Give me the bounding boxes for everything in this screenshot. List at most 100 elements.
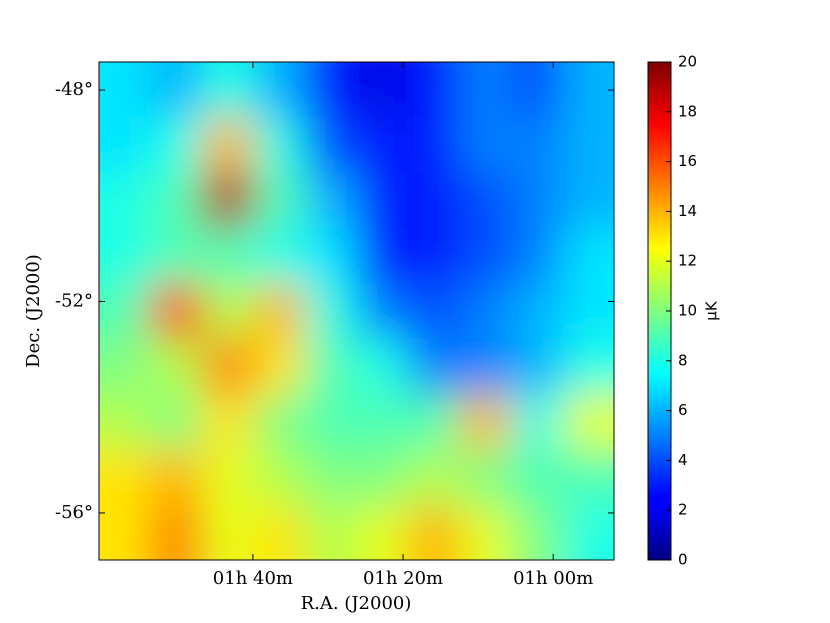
heatmap-cell [99, 172, 152, 229]
heatmap-cell [562, 504, 614, 560]
heatmap-cell [459, 338, 512, 395]
heatmap-cell [408, 62, 461, 119]
heatmap-cell [459, 449, 512, 506]
heatmap-cell [305, 172, 358, 229]
heatmap-cell [150, 449, 203, 506]
x-tick-label: 01h 20m [363, 568, 443, 589]
heatmap-cell [253, 117, 306, 174]
heatmap-cell [253, 504, 306, 560]
heatmap-cell [356, 504, 409, 560]
heatmap-cell [562, 117, 614, 174]
colorbar-tick-label: 2 [678, 501, 688, 519]
heatmap-cell [459, 172, 512, 229]
heatmap-cell [253, 172, 306, 229]
heatmap-cell [99, 283, 152, 340]
heatmap-cell [562, 172, 614, 229]
heatmap-cell [408, 117, 461, 174]
heatmap-cell [511, 504, 564, 560]
colorbar-tick-label: 10 [678, 302, 697, 320]
y-axis-label: Dec. (J2000) [23, 254, 44, 368]
heatmap-cell [150, 394, 203, 451]
heatmap-cell [253, 394, 306, 451]
heatmap-cell [356, 338, 409, 395]
colorbar-label: μK [703, 300, 721, 321]
heatmap-cell [459, 62, 512, 119]
heatmap-cell [150, 283, 203, 340]
heatmap-cell [459, 394, 512, 451]
y-tick-label: -52° [55, 290, 93, 311]
heatmap-cell [150, 172, 203, 229]
heatmap-cell [511, 449, 564, 506]
heatmap-cell [99, 394, 152, 451]
heatmap-cell [253, 449, 306, 506]
heatmap-cell [150, 504, 203, 560]
heatmap-cell [305, 338, 358, 395]
x-tick-label: 01h 40m [213, 568, 293, 589]
heatmap-cell [202, 394, 255, 451]
y-tick-label: -48° [55, 79, 93, 100]
heatmap-cell [562, 228, 614, 285]
heatmap-cell [253, 228, 306, 285]
heatmap-cell [253, 283, 306, 340]
heatmap-cell [356, 394, 409, 451]
heatmap-cell [305, 117, 358, 174]
heatmap-cell [408, 449, 461, 506]
heatmap-cell [408, 338, 461, 395]
heatmap-cell [356, 449, 409, 506]
colorbar-tick-label: 20 [678, 53, 697, 71]
heatmap-cell [511, 283, 564, 340]
heatmap-cell [459, 504, 512, 560]
colorbar-tick-label: 8 [678, 351, 688, 369]
heatmap-cell [511, 62, 564, 119]
heatmap-cell [202, 283, 255, 340]
heatmap-cell [99, 338, 152, 395]
heatmap-cell [356, 172, 409, 229]
heatmap-cell [408, 504, 461, 560]
heatmap-cell [408, 228, 461, 285]
heatmap-cell [99, 228, 152, 285]
heatmap-cell [202, 228, 255, 285]
x-tick-label: 01h 00m [513, 568, 593, 589]
colorbar-tick-label: 16 [678, 152, 697, 170]
heatmap-cell [150, 228, 203, 285]
heatmap-cell [99, 449, 152, 506]
heatmap-cell [99, 117, 152, 174]
heatmap-cell [305, 504, 358, 560]
heatmap [99, 62, 614, 560]
heatmap-cell [99, 62, 152, 119]
heatmap-cell [202, 117, 255, 174]
colorbar-tick-label: 6 [678, 401, 688, 419]
heatmap-cell [150, 62, 203, 119]
heatmap-cell [511, 338, 564, 395]
heatmap-cell [511, 394, 564, 451]
heatmap-cell [356, 283, 409, 340]
heatmap-cell [356, 62, 409, 119]
heatmap-cell [562, 394, 614, 451]
heatmap-cell [459, 117, 512, 174]
heatmap-cell [511, 117, 564, 174]
colorbar-tick-label: 12 [678, 252, 697, 270]
heatmap-cell [99, 504, 152, 560]
heatmap-cell [150, 117, 203, 174]
heatmap-cell [511, 172, 564, 229]
heatmap-cell [305, 449, 358, 506]
heatmap-cell [202, 504, 255, 560]
heatmap-cell [511, 228, 564, 285]
heatmap-cell [305, 228, 358, 285]
heatmap-cell [408, 172, 461, 229]
heatmap-cell [253, 338, 306, 395]
heatmap-cell [356, 117, 409, 174]
heatmap-cell [202, 172, 255, 229]
heatmap-cell [150, 338, 203, 395]
heatmap-cell [562, 62, 614, 119]
heatmap-cell [305, 394, 358, 451]
x-axis-label: R.A. (J2000) [301, 593, 412, 614]
colorbar-tick-label: 0 [678, 551, 688, 569]
heatmap-cell [305, 283, 358, 340]
heatmap-cell [562, 338, 614, 395]
plot-frame [98, 61, 615, 561]
heatmap-cell [356, 228, 409, 285]
heatmap-cell [562, 283, 614, 340]
colorbar-tick-label: 4 [678, 451, 688, 469]
